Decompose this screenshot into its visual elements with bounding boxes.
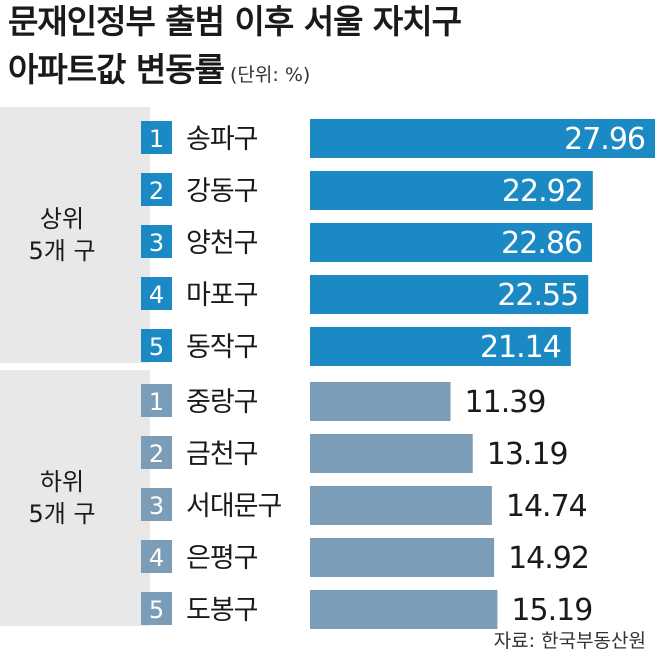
- rank-number: 4: [149, 544, 164, 572]
- title-line-1: 문재인정부 출범 이후 서울 자치구: [8, 2, 462, 41]
- rank-badge: [141, 488, 172, 521]
- bar: [310, 486, 492, 525]
- category-label: 중랑구: [186, 387, 258, 418]
- rank-badge: [141, 225, 172, 258]
- source-note: 자료: 한국부동산원: [493, 630, 646, 652]
- rank-number: 5: [149, 333, 164, 361]
- value-label: 14.92: [508, 541, 589, 576]
- value-label: 21.14: [480, 330, 561, 365]
- bar: [310, 382, 451, 421]
- category-label: 금천구: [186, 439, 258, 470]
- chart-title: 문재인정부 출범 이후 서울 자치구: [8, 0, 462, 44]
- rank-number: 2: [149, 177, 164, 205]
- value-label: 11.39: [465, 385, 546, 420]
- rank-badge: [141, 173, 172, 206]
- value-label: 13.19: [487, 437, 568, 472]
- rank-number: 3: [149, 229, 164, 257]
- bar: [310, 119, 655, 158]
- value-label: 27.96: [564, 122, 645, 157]
- category-label: 마포구: [186, 280, 258, 311]
- title-line-2: 아파트값 변동률: [8, 50, 225, 89]
- rank-number: 5: [149, 596, 164, 624]
- rank-number: 4: [149, 281, 164, 309]
- bar: [310, 434, 473, 473]
- group-panel: [0, 370, 150, 626]
- group-label-line2: 5개 구: [28, 500, 95, 528]
- rank-number: 2: [149, 440, 164, 468]
- bar: [310, 275, 589, 314]
- bar: [310, 171, 593, 210]
- bar: [310, 327, 571, 366]
- bar: [310, 590, 498, 629]
- group-label-line1: 하위: [40, 468, 84, 496]
- rank-badge: [141, 384, 172, 417]
- value-label: 22.92: [502, 174, 583, 209]
- category-label: 송파구: [186, 124, 258, 155]
- category-label: 도봉구: [186, 595, 258, 626]
- rank-badge: [141, 540, 172, 573]
- bar: [310, 538, 495, 577]
- category-label: 동작구: [186, 332, 258, 363]
- rank-badge: [141, 121, 172, 154]
- group-label-line2: 5개 구: [28, 237, 95, 265]
- rank-badge: [141, 592, 172, 625]
- category-label: 강동구: [186, 176, 258, 207]
- rank-badge: [141, 436, 172, 469]
- category-label: 서대문구: [186, 491, 282, 522]
- unit-label: (단위: %): [230, 64, 311, 86]
- category-label: 은평구: [186, 543, 258, 574]
- rank-number: 3: [149, 492, 164, 520]
- bar: [310, 223, 593, 262]
- rank-badge: [141, 329, 172, 362]
- value-label: 14.74: [506, 489, 587, 524]
- chart-title-2: 아파트값 변동률 (단위: %): [8, 48, 310, 97]
- rank-number: 1: [149, 388, 164, 416]
- value-label: 22.86: [501, 226, 582, 261]
- value-label: 15.19: [511, 593, 592, 628]
- group-label-line1: 상위: [40, 205, 84, 233]
- category-label: 양천구: [186, 228, 258, 259]
- value-label: 22.55: [497, 278, 578, 313]
- rank-number: 1: [149, 125, 164, 153]
- rank-badge: [141, 277, 172, 310]
- group-panel: [0, 107, 150, 363]
